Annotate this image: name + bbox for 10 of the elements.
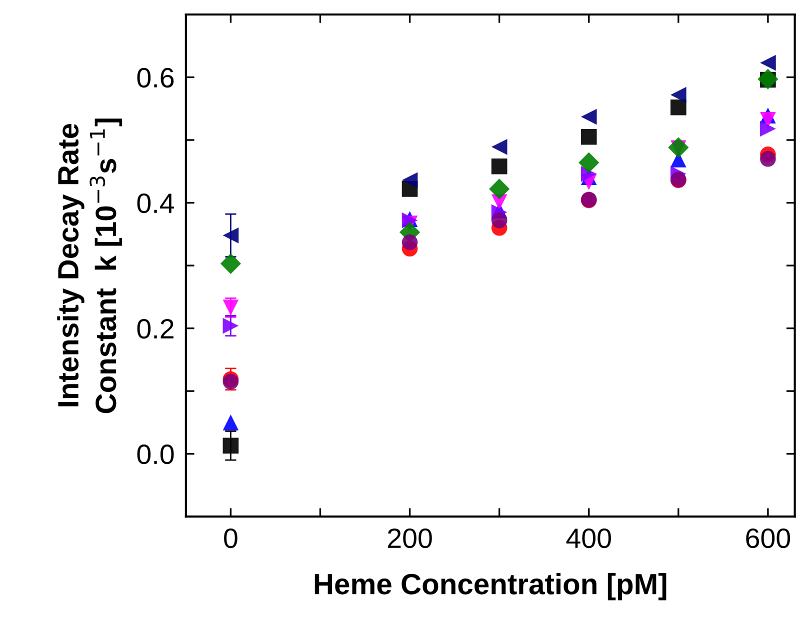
x-tick-label: 400	[566, 528, 611, 548]
y-tick-label: 0.2	[137, 318, 174, 339]
x-tick-label: 200	[388, 528, 432, 548]
y-tick-label: 0.6	[137, 68, 174, 88]
x-axis-title: Heme Concentration [pM]	[314, 573, 666, 600]
x-tick-label: 600	[746, 528, 790, 548]
x-tick-label: 0	[224, 528, 238, 548]
y-tick-label: 0.0	[137, 444, 174, 464]
y-axis-title: Intensity Decay Rate Constant k [10$^{−3}$s$^{−1}$]	[57, 118, 122, 414]
y-tick-label: 0.4	[137, 193, 174, 214]
